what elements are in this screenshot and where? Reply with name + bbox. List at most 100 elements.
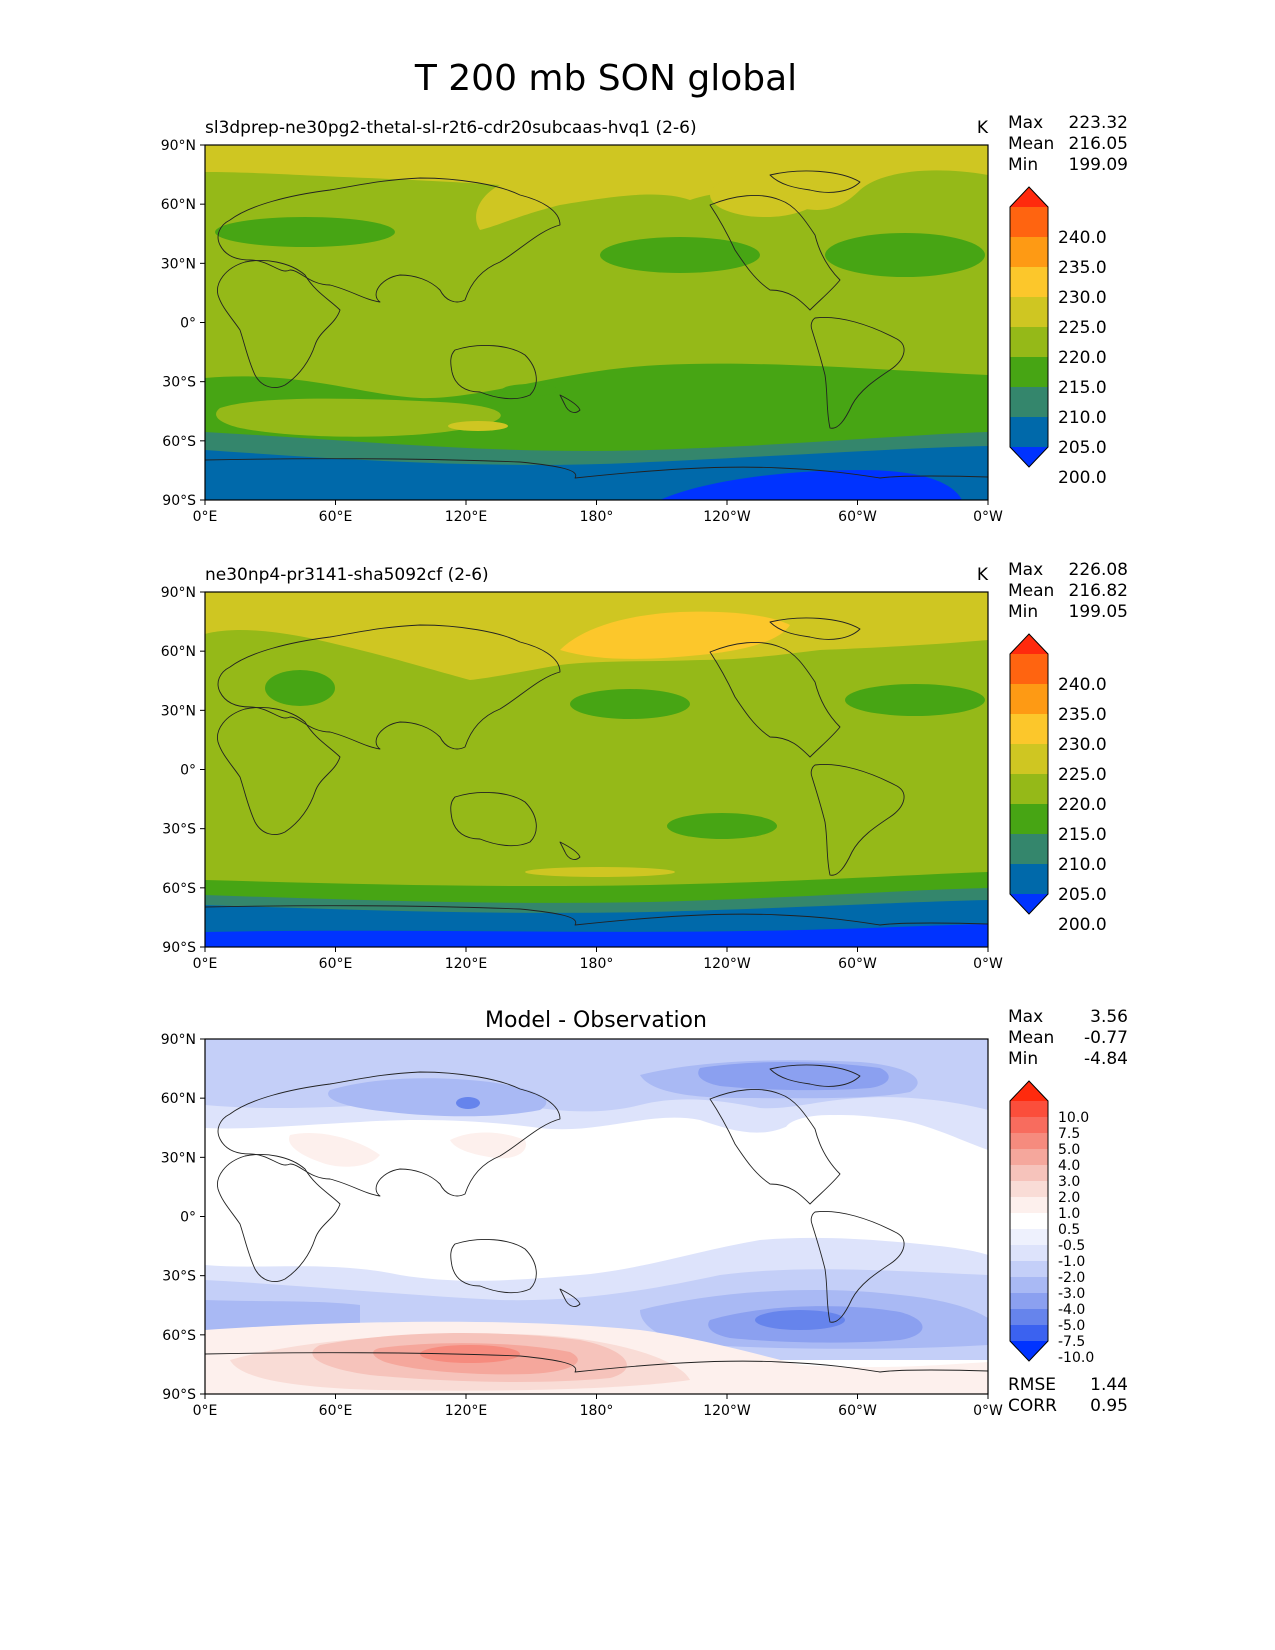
field-cold-north-1 <box>265 670 335 706</box>
panel-ref-title: ne30np4-pr3141-sha5092cf (2-6) <box>205 565 489 585</box>
colorbar-segment <box>1010 744 1048 775</box>
panel-diff-stats: Max 3.56 Mean -0.77 Min -4.84 RMSE 1.44 … <box>1008 1007 1128 1416</box>
colorbar-label: -2.0 <box>1058 1270 1085 1286</box>
panel-diff-map <box>205 1039 988 1394</box>
stat-label-min: Min <box>1008 155 1038 175</box>
colorbar-segment <box>1010 357 1048 388</box>
lon-tick-label: 120°E <box>445 1403 488 1419</box>
colorbar-label: 225.0 <box>1058 765 1107 785</box>
colorbar-label: 5.0 <box>1058 1142 1080 1158</box>
lat-tick-label: 60°N <box>161 1091 196 1107</box>
colorbar-label: -0.5 <box>1058 1238 1085 1254</box>
colorbar-segment <box>1010 1229 1048 1246</box>
figure-title: T 200 mb SON global <box>414 58 797 99</box>
field-cold-south-1 <box>502 384 558 396</box>
colorbar-label: 240.0 <box>1058 675 1107 695</box>
lat-tick-label: 0° <box>180 1210 196 1226</box>
coastlines <box>205 170 988 479</box>
colorbar-segment <box>1010 1101 1048 1118</box>
stat-value-corr: 0.95 <box>1090 1396 1128 1416</box>
colorbar-extend-top <box>1010 634 1048 654</box>
colorbar-segment <box>1010 714 1048 745</box>
colorbar-segment <box>1010 1133 1048 1150</box>
panel-test-units: K <box>977 118 989 138</box>
field-cold-north-2 <box>570 689 690 719</box>
field-neg-north-3 <box>328 1078 547 1117</box>
stat-value-min: 199.09 <box>1069 155 1128 175</box>
lat-tick-label: 30°S <box>162 375 196 391</box>
lon-tick-label: 0°W <box>973 956 1003 972</box>
lat-tick-label: 30°S <box>162 1269 196 1285</box>
lon-tick-label: 60°W <box>838 509 877 525</box>
field-cold-north-3 <box>845 684 985 716</box>
stat-label-mean: Mean <box>1008 134 1054 154</box>
colorbar-segment <box>1010 1213 1048 1230</box>
stat-value-max: 3.56 <box>1090 1007 1128 1027</box>
stat-value-max: 226.08 <box>1069 560 1128 580</box>
colorbar-segment <box>1010 387 1048 418</box>
lon-tick-label: 120°E <box>445 956 488 972</box>
colorbar-segment <box>1010 804 1048 835</box>
lat-tick-label: 90°N <box>161 1032 196 1048</box>
lon-tick-label: 0°E <box>193 956 218 972</box>
colorbar-segment <box>1010 1165 1048 1182</box>
field-warmest-north <box>560 611 790 659</box>
lon-tick-label: 60°W <box>838 956 877 972</box>
colorbar-segment <box>1010 1277 1048 1294</box>
panel-test: sl3dprep-ne30pg2-thetal-sl-r2t6-cdr20sub… <box>161 113 1128 525</box>
panel-test-colorbar: 240.0 235.0 230.0 225.0 220.0 215.0 210.0 205.0… <box>1009 186 1107 488</box>
lon-tick-label: 60°E <box>319 956 353 972</box>
lon-tick-label: 0°W <box>973 509 1003 525</box>
lat-tick-label: 60°S <box>162 881 196 897</box>
lon-tick-label: 180° <box>580 956 614 972</box>
lat-tick-label: 90°S <box>162 940 196 956</box>
lat-tick-label: 60°S <box>162 434 196 450</box>
stat-label-max: Max <box>1008 1007 1043 1027</box>
lat-tick-label: 60°N <box>161 197 196 213</box>
stat-label-min: Min <box>1008 1049 1038 1069</box>
panel-diff-colorbar: 10.07.55.04.03.02.01.00.5-0.5-1.0-2.0-3.… <box>1009 1080 1094 1366</box>
stat-value-max: 223.32 <box>1069 113 1128 133</box>
colorbar-outline <box>1009 633 1049 915</box>
panel-ref-colorbar: 240.0 235.0 230.0 225.0 220.0 215.0 210.0 205.0… <box>1009 633 1107 935</box>
colorbar-label: 210.0 <box>1058 408 1107 428</box>
field-pos-north-1 <box>289 1132 380 1167</box>
lon-tick-label: 120°W <box>703 1403 751 1419</box>
field-cold-north-3 <box>825 233 985 277</box>
colorbar-segment <box>1010 297 1048 328</box>
lat-tick-label: 60°N <box>161 644 196 660</box>
colorbar-segment <box>1010 1181 1048 1198</box>
panel-ref-units: K <box>977 565 989 585</box>
colorbar-segment <box>1010 1293 1048 1310</box>
lon-tick-label: 180° <box>580 1403 614 1419</box>
colorbar-extend-bottom <box>1010 894 1048 914</box>
stat-value-mean: 216.82 <box>1069 581 1128 601</box>
panel-test-map <box>205 145 988 500</box>
colorbar-label: 0.5 <box>1058 1222 1080 1238</box>
colorbar-outline <box>1009 186 1049 468</box>
colorbar-segment <box>1010 1149 1048 1166</box>
field-neg-south-5 <box>755 1310 845 1330</box>
field-warm-spot-north <box>710 173 820 217</box>
colorbar-segment <box>1010 327 1048 358</box>
colorbar-label: 10.0 <box>1058 1110 1089 1126</box>
colorbar-segment <box>1010 1197 1048 1214</box>
colorbar-label: 240.0 <box>1058 228 1107 248</box>
stat-label-mean: Mean <box>1008 1028 1054 1048</box>
colorbar-label: 205.0 <box>1058 885 1107 905</box>
colorbar-outline <box>1009 1080 1049 1362</box>
colorbar-label: 4.0 <box>1058 1158 1080 1174</box>
colorbar-extend-top <box>1010 187 1048 207</box>
field-cold-south-1 <box>667 813 777 839</box>
lon-tick-label: 0°E <box>193 1403 218 1419</box>
colorbar-label: 200.0 <box>1058 468 1107 488</box>
colorbar-label: 225.0 <box>1058 318 1107 338</box>
colorbar-segment <box>1010 774 1048 805</box>
stat-value-mean: -0.77 <box>1084 1028 1128 1048</box>
lon-tick-label: 60°E <box>319 509 353 525</box>
colorbar-label: 230.0 <box>1058 288 1107 308</box>
panel-diff: Model - Observation <box>161 1007 1128 1419</box>
colorbar-segment <box>1010 1325 1048 1342</box>
colorbar-label: -10.0 <box>1058 1350 1094 1366</box>
coastlines <box>205 617 988 926</box>
